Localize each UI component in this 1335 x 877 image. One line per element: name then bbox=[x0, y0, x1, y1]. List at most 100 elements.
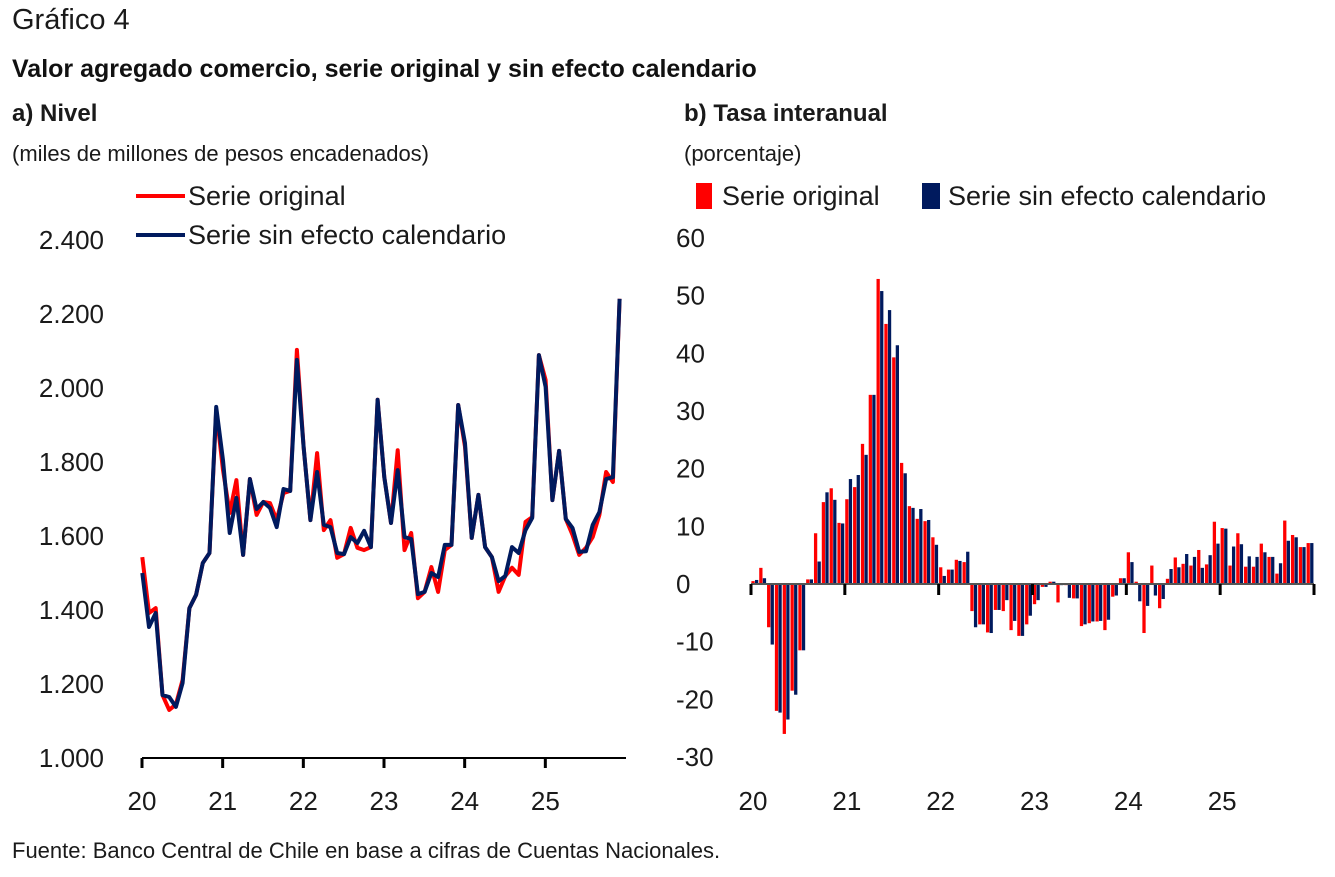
bar-serie-original bbox=[1267, 556, 1271, 584]
bar-serie-original bbox=[1072, 584, 1076, 599]
bar-serie-original bbox=[1181, 563, 1185, 584]
bar-serie-sin-efecto-calendario bbox=[1294, 537, 1298, 584]
y-tick-label: 30 bbox=[676, 396, 705, 426]
right-legend: Serie original Serie sin efecto calendar… bbox=[696, 181, 1266, 211]
bar-serie-original bbox=[1283, 520, 1287, 584]
bar-serie-original bbox=[1220, 528, 1224, 584]
bar-serie-original bbox=[813, 533, 818, 584]
bar-serie-original bbox=[970, 584, 974, 612]
bar-serie-sin-efecto-calendario bbox=[1130, 562, 1134, 584]
y-tick-label: 20 bbox=[676, 454, 705, 484]
bar-serie-sin-efecto-calendario bbox=[958, 560, 962, 584]
x-tick-label: 22 bbox=[289, 786, 318, 816]
bar-serie-sin-efecto-calendario bbox=[1036, 584, 1040, 601]
bar-serie-original bbox=[931, 537, 935, 584]
bar-serie-sin-efecto-calendario bbox=[786, 584, 790, 720]
bar-serie-original bbox=[829, 488, 833, 584]
bar-serie-sin-efecto-calendario bbox=[1044, 584, 1048, 587]
bar-serie-sin-efecto-calendario bbox=[997, 584, 1001, 610]
bar-serie-sin-efecto-calendario bbox=[1091, 584, 1095, 622]
bar-serie-original bbox=[845, 499, 849, 584]
bar-serie-original bbox=[993, 584, 998, 610]
right-bar-chart: Serie original Serie sin efecto calendar… bbox=[676, 181, 1316, 816]
bar-serie-sin-efecto-calendario bbox=[770, 584, 774, 645]
bar-serie-sin-efecto-calendario bbox=[864, 454, 868, 584]
y-tick-label: 0 bbox=[676, 569, 690, 599]
x-tick-label: 22 bbox=[926, 786, 955, 816]
bar-serie-original bbox=[954, 559, 958, 584]
bar-serie-sin-efecto-calendario bbox=[973, 584, 978, 628]
bar-serie-sin-efecto-calendario bbox=[1278, 563, 1283, 584]
bar-serie-original bbox=[946, 569, 951, 584]
bar-serie-original bbox=[1048, 581, 1052, 584]
bar-serie-original bbox=[1150, 565, 1154, 584]
y-tick-label: 2.000 bbox=[39, 373, 104, 403]
x-tick-label: 21 bbox=[832, 786, 861, 816]
bar-serie-original bbox=[962, 562, 966, 584]
bar-serie-original bbox=[1111, 584, 1115, 597]
x-tick-label: 24 bbox=[450, 786, 479, 816]
bar-serie-sin-efecto-calendario bbox=[1099, 584, 1103, 621]
bar-serie-original bbox=[939, 567, 943, 584]
bar-serie-sin-efecto-calendario bbox=[1177, 567, 1181, 584]
x-tick-label: 25 bbox=[1208, 786, 1237, 816]
bar-serie-sin-efecto-calendario bbox=[934, 544, 939, 584]
bar-serie-sin-efecto-calendario bbox=[927, 519, 931, 584]
bar-serie-sin-efecto-calendario bbox=[1271, 556, 1275, 584]
bar-serie-original bbox=[1236, 533, 1240, 584]
bar-serie-sin-efecto-calendario bbox=[1310, 543, 1314, 584]
bar-serie-original bbox=[1126, 552, 1131, 584]
bar-serie-sin-efecto-calendario bbox=[872, 394, 876, 584]
x-tick-label: 25 bbox=[531, 786, 560, 816]
bar-serie-original bbox=[1197, 549, 1201, 584]
x-tick-label: 23 bbox=[1020, 786, 1049, 816]
y-tick-label: 10 bbox=[676, 511, 705, 541]
bar-serie-sin-efecto-calendario bbox=[762, 578, 767, 584]
bar-serie-original bbox=[798, 584, 802, 651]
y-tick-label: 1.600 bbox=[39, 521, 104, 551]
x-tick-label: 21 bbox=[208, 786, 237, 816]
bar-serie-sin-efecto-calendario bbox=[1020, 584, 1025, 636]
y-tick-label: 50 bbox=[676, 281, 705, 311]
bar-serie-sin-efecto-calendario bbox=[1067, 584, 1072, 598]
y-tick-label: 1.400 bbox=[39, 595, 104, 625]
bar-serie-original bbox=[1259, 543, 1263, 584]
bar-serie-sin-efecto-calendario bbox=[1028, 584, 1032, 616]
line-serie-sin-efecto-calendario bbox=[140, 298, 622, 709]
bar-serie-original bbox=[1165, 578, 1170, 584]
bar-serie-original bbox=[1001, 584, 1005, 612]
y-tick-label: 60 bbox=[676, 223, 705, 253]
bar-serie-sin-efecto-calendario bbox=[1200, 567, 1204, 584]
bar-serie-sin-efecto-calendario bbox=[1138, 584, 1142, 602]
y-tick-label: 2.200 bbox=[39, 299, 104, 329]
x-tick-label: 20 bbox=[739, 786, 768, 816]
bar-serie-sin-efecto-calendario bbox=[1075, 584, 1079, 599]
bar-serie-sin-efecto-calendario bbox=[919, 509, 923, 584]
y-tick-label: 2.400 bbox=[39, 225, 104, 255]
bar-serie-sin-efecto-calendario bbox=[1169, 569, 1173, 584]
bar-serie-sin-efecto-calendario bbox=[1216, 543, 1220, 584]
bar-serie-sin-efecto-calendario bbox=[1208, 555, 1212, 584]
bar-serie-sin-efecto-calendario bbox=[1005, 584, 1009, 601]
right-panel-unit: (porcentaje) bbox=[684, 141, 802, 166]
bar-serie-original bbox=[1032, 584, 1037, 605]
bar-serie-original bbox=[837, 522, 841, 584]
bar-serie-sin-efecto-calendario bbox=[1122, 578, 1126, 584]
bar-serie-original bbox=[790, 584, 794, 691]
bar-serie-original bbox=[985, 584, 990, 633]
bar-serie-original bbox=[1079, 584, 1084, 627]
bar-serie-original bbox=[1009, 584, 1013, 631]
bar-serie-sin-efecto-calendario bbox=[1106, 584, 1111, 620]
bar-serie-original bbox=[907, 506, 912, 584]
y-tick-label: -30 bbox=[676, 742, 714, 772]
bar-serie-sin-efecto-calendario bbox=[1239, 544, 1244, 584]
bar-serie-sin-efecto-calendario bbox=[1286, 540, 1290, 584]
bar-serie-sin-efecto-calendario bbox=[1185, 554, 1189, 584]
bar-serie-sin-efecto-calendario bbox=[841, 523, 845, 584]
y-tick-label: 1.800 bbox=[39, 447, 104, 477]
bar-serie-sin-efecto-calendario bbox=[911, 507, 915, 584]
bar-serie-sin-efecto-calendario bbox=[1153, 584, 1158, 596]
bar-serie-sin-efecto-calendario bbox=[1145, 584, 1150, 606]
bar-serie-original bbox=[1290, 534, 1295, 584]
